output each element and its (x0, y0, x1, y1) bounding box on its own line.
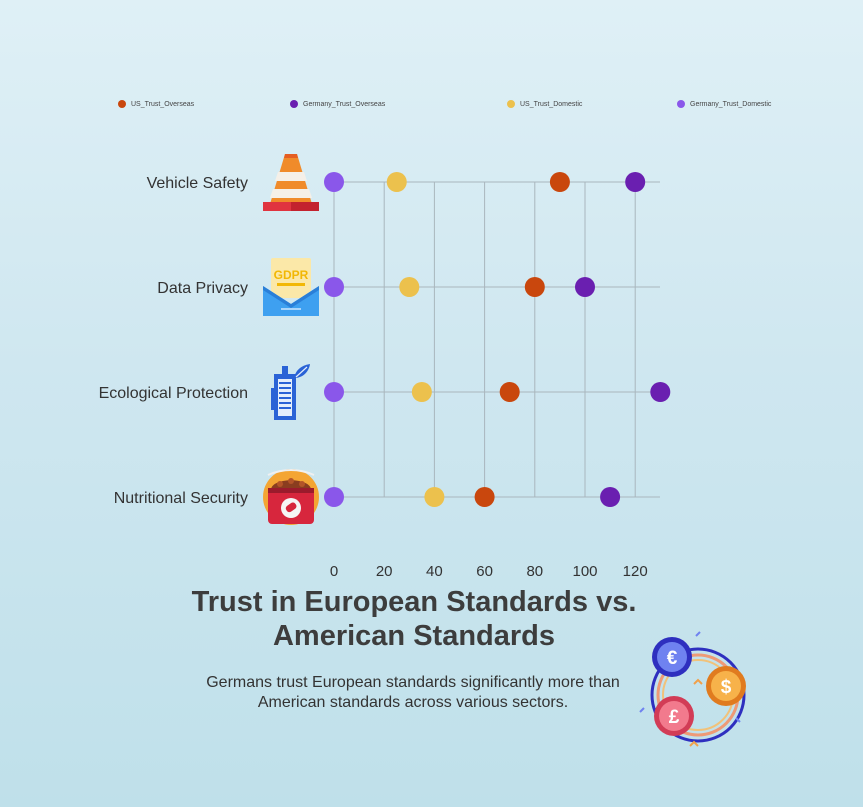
x-axis-tick-labels: 0 20 40 60 80 100 120 (330, 563, 648, 580)
legend-swatch (507, 100, 515, 108)
x-tick-label: 120 (623, 563, 648, 580)
legend-swatch (677, 100, 685, 108)
traffic-cone-icon (263, 154, 319, 211)
x-tick-label: 60 (476, 563, 493, 580)
legend-item: Germany_Trust_Domestic (677, 100, 772, 108)
x-tick-label: 80 (526, 563, 543, 580)
data-point (600, 487, 621, 507)
data-point (324, 277, 344, 297)
legend-item: US_Trust_Overseas (118, 100, 195, 108)
data-point (411, 382, 432, 402)
data-point (474, 487, 495, 507)
chart-subtitle: Germans trust European standards signifi… (206, 674, 620, 711)
data-point (324, 382, 344, 402)
data-point (424, 487, 445, 507)
data-point (575, 277, 595, 297)
data-point (499, 382, 520, 402)
x-tick-label: 100 (572, 563, 597, 580)
legend-label: US_Trust_Domestic (520, 101, 583, 108)
chart-title: Trust in European Standards vs. American… (0, 585, 828, 653)
legend-item: Germany_Trust_Overseas (290, 100, 386, 108)
data-point (386, 172, 407, 192)
category-icons: GDPR (263, 154, 319, 525)
legend-swatch (290, 100, 298, 108)
data-point (324, 172, 344, 192)
category-label: Nutritional Security (114, 490, 248, 507)
data-points (324, 172, 671, 507)
category-label: Ecological Protection (99, 385, 248, 402)
legend: US_Trust_Overseas Germany_Trust_Overseas U… (118, 100, 772, 108)
eco-building-icon (271, 364, 310, 420)
legend-label: Germany_Trust_Overseas (303, 101, 386, 108)
data-point (549, 172, 570, 192)
category-label: Vehicle Safety (147, 175, 248, 192)
category-label: Data Privacy (157, 280, 248, 297)
data-point (524, 277, 545, 297)
svg-text:GDPR: GDPR (274, 268, 309, 282)
legend-item: US_Trust_Domestic (507, 100, 583, 108)
data-point (399, 277, 420, 297)
legend-label: Germany_Trust_Domestic (690, 101, 772, 108)
data-point (625, 172, 646, 192)
legend-label: US_Trust_Overseas (131, 101, 195, 108)
food-can-icon (263, 469, 319, 525)
gdpr-mail-icon: GDPR (263, 258, 319, 316)
data-point (324, 487, 344, 507)
x-tick-label: 20 (376, 563, 393, 580)
x-tick-label: 0 (330, 563, 338, 580)
svg-text:£: £ (669, 707, 680, 728)
data-point (650, 382, 671, 402)
grid (333, 181, 660, 498)
svg-text:$: $ (721, 677, 732, 698)
svg-text:€: € (667, 648, 678, 669)
chart-title-line-2: American Standards (272, 620, 556, 652)
x-tick-label: 40 (426, 563, 443, 580)
currency-exchange-icon: € $ £ (639, 631, 746, 747)
chart-title-line-1: Trust in European Standards vs. (191, 586, 637, 618)
legend-swatch (118, 100, 126, 108)
category-labels: Vehicle Safety Data Privacy Ecological Pro… (99, 175, 248, 507)
